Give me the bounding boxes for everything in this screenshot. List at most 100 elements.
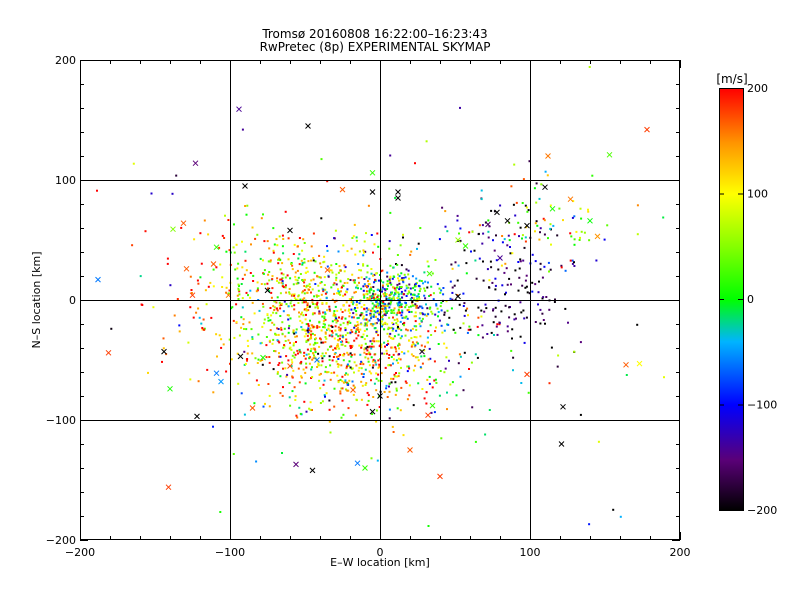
data-dot xyxy=(409,253,412,256)
data-dot xyxy=(324,336,327,338)
data-dot xyxy=(308,362,311,365)
data-dot xyxy=(236,277,239,280)
data-dot xyxy=(347,341,350,344)
data-dot xyxy=(459,355,462,358)
data-dot xyxy=(166,257,169,260)
data-dot xyxy=(351,331,354,333)
data-dot xyxy=(378,365,381,368)
data-dot xyxy=(392,309,395,312)
data-dot xyxy=(317,307,319,310)
data-dot xyxy=(459,106,461,109)
data-dot xyxy=(267,260,270,263)
data-dot xyxy=(373,304,376,307)
data-dot xyxy=(378,363,381,366)
data-dot xyxy=(316,301,319,304)
data-dot xyxy=(525,285,528,288)
data-dot xyxy=(496,323,499,326)
data-dot xyxy=(328,309,331,312)
data-dot xyxy=(662,216,665,219)
data-dot xyxy=(410,337,413,340)
data-dot xyxy=(363,318,366,321)
data-dot xyxy=(362,264,365,267)
data-dot xyxy=(314,351,317,354)
data-dot xyxy=(314,260,317,263)
data-dot xyxy=(362,249,365,252)
data-dot xyxy=(397,325,399,328)
data-cross xyxy=(425,412,431,419)
data-dot xyxy=(413,285,416,288)
data-dot xyxy=(292,344,295,347)
data-dot xyxy=(391,277,394,280)
data-dot xyxy=(243,273,246,276)
data-dot xyxy=(408,283,411,286)
data-dot xyxy=(290,305,293,308)
data-dot xyxy=(539,231,541,234)
data-dot xyxy=(323,326,326,329)
data-dot xyxy=(310,337,313,340)
data-dot xyxy=(400,386,403,389)
data-dot xyxy=(383,303,386,305)
data-dot xyxy=(371,294,374,297)
data-dot xyxy=(406,329,409,332)
data-dot xyxy=(278,341,281,344)
data-dot xyxy=(471,406,474,409)
data-dot xyxy=(366,349,369,352)
data-dot xyxy=(368,288,371,291)
data-dot xyxy=(441,331,444,334)
data-dot xyxy=(480,189,483,192)
data-dot xyxy=(535,220,538,223)
data-dot xyxy=(259,359,262,362)
data-dot xyxy=(324,370,327,373)
data-dot xyxy=(220,346,223,349)
data-dot xyxy=(365,328,368,331)
data-dot xyxy=(412,404,415,407)
data-dot xyxy=(521,237,523,240)
data-dot xyxy=(296,298,299,301)
data-dot xyxy=(587,208,589,211)
data-dot xyxy=(309,327,312,330)
data-dot xyxy=(353,308,356,311)
data-dot xyxy=(322,311,325,314)
data-dot xyxy=(405,268,408,271)
data-dot xyxy=(395,350,398,353)
data-dot xyxy=(268,394,271,397)
data-dot xyxy=(454,261,457,264)
data-dot xyxy=(380,300,383,303)
data-dot xyxy=(325,392,328,395)
data-dot xyxy=(325,297,328,300)
data-dot xyxy=(373,273,376,276)
data-dot xyxy=(285,303,288,306)
data-dot xyxy=(296,349,299,352)
colorbar-tick-label: −100 xyxy=(747,399,777,412)
data-dot xyxy=(269,259,272,262)
data-dot xyxy=(345,301,348,304)
data-dot xyxy=(408,339,411,342)
data-dot xyxy=(269,307,272,309)
data-dot xyxy=(351,303,354,306)
data-cross xyxy=(395,189,401,195)
data-dot xyxy=(476,356,479,359)
data-dot xyxy=(556,365,559,368)
data-dot xyxy=(362,363,365,366)
data-dot xyxy=(387,364,390,367)
data-dot xyxy=(354,307,356,309)
data-dot xyxy=(399,320,402,323)
data-dot xyxy=(297,294,300,297)
data-dot xyxy=(389,337,392,339)
data-dot xyxy=(273,300,276,303)
data-dot xyxy=(331,320,334,323)
data-dot xyxy=(366,345,369,348)
data-dot xyxy=(462,389,465,392)
data-cross xyxy=(354,460,361,467)
data-dot xyxy=(360,306,363,309)
data-dot xyxy=(284,286,287,289)
data-dot xyxy=(346,323,349,326)
data-dot xyxy=(411,293,414,296)
data-dot xyxy=(303,285,306,287)
data-dot xyxy=(493,334,495,336)
data-dot xyxy=(364,384,367,386)
data-dot xyxy=(392,353,395,356)
data-dot xyxy=(228,338,231,341)
data-dot xyxy=(279,268,282,271)
data-dot xyxy=(305,366,308,369)
